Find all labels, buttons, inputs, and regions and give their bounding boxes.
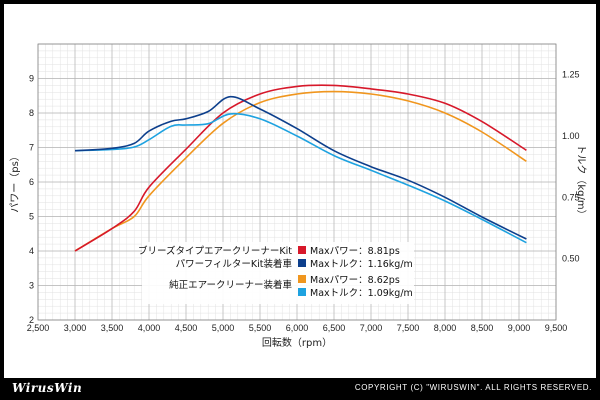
legend-swatch — [298, 275, 306, 283]
y-left-axis-title: パワー（ps） — [9, 151, 21, 213]
y-right-axis-title: トルク（kg/m） — [575, 144, 587, 219]
y-left-tick-label: 9 — [29, 74, 34, 84]
y-left-tick-label: 2 — [29, 315, 34, 325]
x-tick-label: 7,500 — [397, 323, 420, 333]
x-axis-title: 回転数（rpm） — [262, 336, 332, 349]
y-right-tick-label: 0.75 — [562, 192, 580, 202]
legend-label: Maxパワー：8.62ps — [310, 275, 400, 286]
brand-logo: WirusWin — [12, 381, 83, 395]
plot-border — [37, 43, 557, 321]
y-right-tick-label: 1.00 — [562, 131, 580, 141]
series-line-4 — [74, 112, 527, 244]
y-right-tick-label: 0.50 — [562, 254, 580, 264]
y-right-tick-label: 1.25 — [562, 70, 580, 80]
legend-swatch — [298, 288, 306, 296]
x-tick-label: 4,000 — [138, 323, 161, 333]
legend-group-label: 純正エアークリーナー装着車 — [169, 279, 292, 291]
x-tick-label: 6,000 — [286, 323, 309, 333]
y-left-tick-label: 6 — [29, 177, 34, 187]
footer-bar: WirusWin COPYRIGHT (C) "WIRUSWIN". ALL R… — [0, 378, 600, 400]
y-left-tick-label: 3 — [29, 281, 34, 291]
y-left-tick-label: 5 — [29, 212, 34, 222]
series-line-3 — [74, 90, 527, 252]
series-line-1 — [74, 84, 527, 252]
legend-group-label: パワーフィルターKit装着車 — [176, 258, 293, 270]
copyright-text: COPYRIGHT (C) "WIRUSWIN". ALL RIGHTS RES… — [354, 383, 592, 392]
legend-label: Maxパワー：8.81ps — [310, 246, 400, 257]
legend-group-label: ブリーズタイプエアークリーナーKit — [138, 245, 292, 257]
y-left-tick-label: 7 — [29, 143, 34, 153]
legend-swatch — [298, 259, 306, 267]
x-tick-label: 9,000 — [508, 323, 531, 333]
x-tick-label: 4,500 — [175, 323, 198, 333]
x-tick-label: 9,500 — [545, 323, 568, 333]
legend-swatch — [298, 246, 306, 254]
y-left-tick-label: 8 — [29, 108, 34, 118]
legend-label: Maxトルク：1.09kg/m — [310, 288, 413, 299]
series-line-2 — [74, 95, 527, 240]
x-tick-label: 2,500 — [27, 323, 50, 333]
y-left-tick-label: 4 — [29, 246, 34, 256]
x-tick-label: 8,500 — [471, 323, 494, 333]
x-tick-label: 5,000 — [212, 323, 235, 333]
chart-svg: 2,500 3,000 3,500 4,000 4,500 5,000 5,500 6,000… — [9, 43, 587, 349]
legend-label: Maxトルク：1.16kg/m — [310, 259, 413, 270]
x-tick-label: 5,500 — [249, 323, 272, 333]
x-tick-label: 6,500 — [323, 323, 346, 333]
x-tick-label: 3,000 — [64, 323, 87, 333]
x-tick-label: 8,000 — [434, 323, 457, 333]
x-tick-label: 7,000 — [360, 323, 383, 333]
legend-box — [142, 242, 414, 304]
x-tick-label: 3,500 — [101, 323, 124, 333]
